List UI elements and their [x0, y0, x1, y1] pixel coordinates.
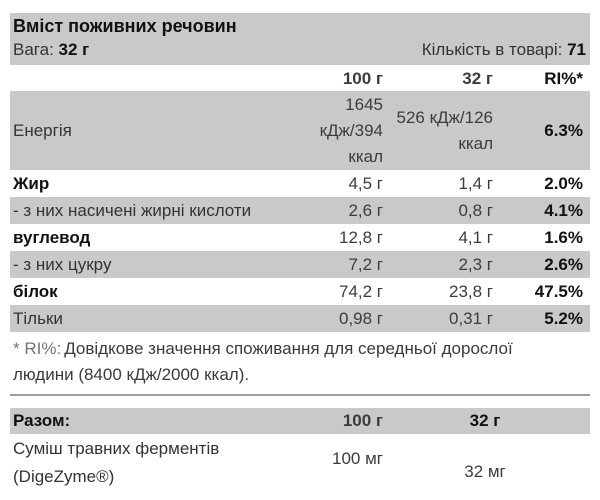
- value-per-100g: 1645 кДж/394 ккал: [263, 92, 383, 170]
- nutrient-label: Жир: [13, 174, 50, 193]
- totals-label: Разом:: [13, 411, 71, 430]
- header-info-row: Вага: 32 г Кількість в товарі: 71: [13, 38, 586, 62]
- footnote-text: Довідкове значення споживання для середн…: [13, 339, 513, 384]
- value-ri-percent: 6.3%: [544, 120, 583, 140]
- value-per-100g-text: 74,2 г: [338, 282, 383, 301]
- column-header-100g: 100 г: [342, 69, 383, 88]
- quantity-label: Кількість в товарі:: [421, 40, 563, 59]
- value-ri-percent: 5.2%: [544, 309, 583, 328]
- nutrient-row: вуглевод 12,8 г 4,1 г 1.6%: [10, 224, 590, 251]
- value-per-32g-text: 1,4 г: [458, 174, 493, 193]
- nutrient-label: - з них насичені жирні кислоти: [13, 201, 252, 220]
- value-per-100g-text: 1645 кДж/394 ккал: [319, 94, 383, 166]
- column-header-ri: RI%*: [544, 69, 583, 88]
- value-ri-percent: 4.1%: [544, 201, 583, 220]
- nutrient-row: Тільки 0,98 г 0,31 г 5.2%: [10, 305, 590, 332]
- nutrient-label: Тільки: [13, 309, 63, 328]
- quantity-value: 71: [567, 40, 586, 59]
- weight-label: Вага:: [13, 40, 54, 59]
- value-per-100g-text: 0,98 г: [338, 309, 383, 328]
- footnote-prefix: * RI%:: [13, 339, 62, 358]
- totals-col-32g: 32 г: [469, 411, 501, 430]
- value-per-100g-text: 7,2 г: [348, 255, 383, 274]
- quantity-info: Кількість в товарі: 71: [422, 38, 586, 62]
- column-header-row: 100 г 32 г RI%*: [10, 65, 590, 91]
- value-per-32g: 1,4 г: [383, 170, 495, 197]
- value-per-100g: 0,98 г: [263, 305, 383, 332]
- totals-rows: Суміш травних ферментів (DigeZyme®) 100 м…: [10, 434, 590, 492]
- nutrient-row: Енергія 1645 кДж/394 ккал 526 кДж/126 ккал…: [10, 91, 590, 170]
- nutrient-row: Жир 4,5 г 1,4 г 2.0%: [10, 170, 590, 197]
- nutrient-label: білок: [13, 282, 58, 301]
- value-per-100g-text: 12,8 г: [338, 228, 383, 247]
- nutrient-label: Енергія: [13, 120, 72, 140]
- value-per-100g: 2,6 г: [263, 197, 383, 224]
- value-per-32g-text: 23,8 г: [448, 282, 493, 301]
- value-per-100g: 12,8 г: [263, 224, 383, 251]
- nutrient-row: - з них насичені жирні кислоти 2,6 г 0,8 г…: [10, 197, 590, 224]
- totals-value-100g: 100 мг: [332, 449, 383, 468]
- nutrient-row: - з них цукру 7,2 г 2,3 г 2.6%: [10, 251, 590, 278]
- value-ri-percent: 1.6%: [544, 228, 583, 247]
- value-per-100g: 7,2 г: [263, 251, 383, 278]
- totals-header-row: Разом: 100 г 32 г: [10, 408, 590, 434]
- nutrition-rows: Енергія 1645 кДж/394 ккал 526 кДж/126 ккал…: [10, 91, 590, 332]
- value-per-32g-text: 0,8 г: [458, 201, 493, 220]
- value-per-32g-text: 4,1 г: [458, 228, 493, 247]
- value-per-32g: 23,8 г: [383, 278, 495, 305]
- nutrient-label: вуглевод: [13, 228, 91, 247]
- value-per-32g: 0,31 г: [383, 305, 495, 332]
- panel-title: Вміст поживних речовин: [13, 16, 237, 36]
- value-ri-percent: 2.0%: [544, 174, 583, 193]
- totals-row: Суміш травних ферментів (DigeZyme®) 100 м…: [10, 434, 590, 492]
- totals-col-100g: 100 г: [342, 411, 383, 430]
- nutrient-row: білок 74,2 г 23,8 г 47.5%: [10, 278, 590, 305]
- value-ri-percent: 47.5%: [534, 282, 583, 301]
- value-per-32g: 526 кДж/126 ккал: [383, 105, 495, 157]
- value-per-100g: 4,5 г: [263, 170, 383, 197]
- value-per-32g: 0,8 г: [383, 197, 495, 224]
- value-per-32g-text: 526 кДж/126 ккал: [396, 107, 494, 153]
- value-per-32g-text: 2,3 г: [458, 255, 493, 274]
- value-per-32g: 2,3 г: [383, 251, 495, 278]
- value-per-100g: 74,2 г: [263, 278, 383, 305]
- value-per-100g-text: 4,5 г: [348, 174, 383, 193]
- value-ri-percent: 2.6%: [544, 255, 583, 274]
- weight-info: Вага: 32 г: [13, 38, 89, 62]
- column-header-32g: 32 г: [462, 69, 493, 88]
- weight-value: 32 г: [58, 40, 90, 59]
- value-per-32g-text: 0,31 г: [448, 309, 493, 328]
- nutrient-label: - з них цукру: [13, 255, 112, 274]
- totals-row-label: Суміш травних ферментів (DigeZyme®): [13, 439, 220, 486]
- value-per-100g-text: 2,6 г: [348, 201, 383, 220]
- divider-line: [10, 394, 590, 396]
- totals-value-32g: 32 мг: [464, 462, 506, 481]
- value-per-32g: 4,1 г: [383, 224, 495, 251]
- header-block: Вміст поживних речовин Вага: 32 г Кількі…: [10, 13, 590, 65]
- footnote: * RI%: Довідкове значення споживання для …: [10, 336, 531, 388]
